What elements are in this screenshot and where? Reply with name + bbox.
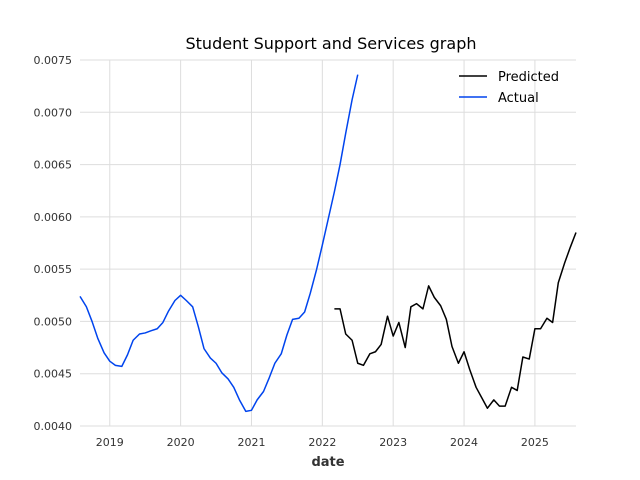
y-tick-label: 0.0075 bbox=[34, 54, 73, 67]
series-layer bbox=[79, 74, 577, 413]
x-tick-label: 2023 bbox=[379, 436, 407, 449]
legend-label-predicted: Predicted bbox=[498, 70, 559, 85]
y-axis-ticks: 0.0040 0.0045 0.0050 0.0055 0.0060 0.0065 0.00… bbox=[34, 54, 73, 433]
y-tick-label: 0.0040 bbox=[34, 420, 73, 433]
y-tick-label: 0.0070 bbox=[34, 106, 73, 119]
y-tick-label: 0.0065 bbox=[34, 159, 73, 172]
x-tick-label: 2022 bbox=[308, 436, 336, 449]
series-line-predicted bbox=[334, 232, 577, 409]
x-tick-label: 2024 bbox=[450, 436, 478, 449]
series-line-actual bbox=[79, 74, 359, 413]
legend: Predicted Actual bbox=[459, 70, 559, 106]
x-tick-label: 2019 bbox=[96, 436, 124, 449]
x-tick-label: 2021 bbox=[237, 436, 265, 449]
y-tick-label: 0.0050 bbox=[34, 315, 73, 328]
legend-label-actual: Actual bbox=[498, 91, 539, 106]
y-tick-label: 0.0055 bbox=[34, 263, 73, 276]
x-tick-label: 2025 bbox=[521, 436, 549, 449]
x-axis-label: date bbox=[311, 455, 344, 470]
chart-title: Student Support and Services graph bbox=[186, 34, 477, 53]
x-tick-label: 2020 bbox=[167, 436, 195, 449]
y-tick-label: 0.0060 bbox=[34, 211, 73, 224]
y-tick-label: 0.0045 bbox=[34, 368, 73, 381]
x-axis-ticks: 2019 2020 2021 2022 2023 2024 2025 bbox=[96, 436, 549, 449]
